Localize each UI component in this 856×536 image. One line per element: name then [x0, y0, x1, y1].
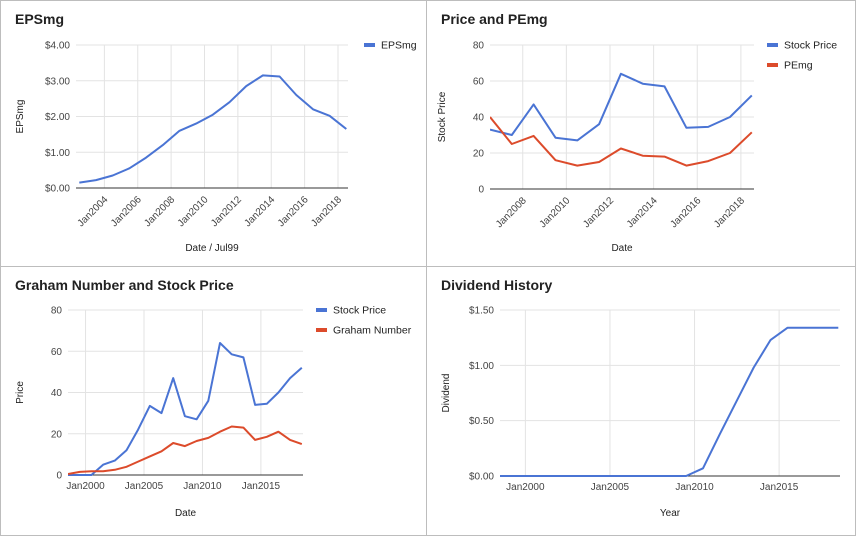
x-tick-label: Jan2012: [581, 195, 616, 230]
y-tick-label: 0: [56, 471, 62, 482]
series-line: [68, 425, 303, 475]
y-tick-label: 20: [51, 429, 63, 440]
x-tick-label: Jan2015: [760, 482, 799, 493]
x-axis-label: Date: [611, 243, 633, 254]
price-pemg-chart-panel: Price and PEmg Jan2008 Jan2010 Jan2012 Jan2…: [426, 0, 856, 268]
legend-swatch: [364, 43, 375, 47]
chart-title: Price and PEmg: [441, 11, 548, 27]
x-tick-label: Jan2000: [506, 482, 545, 493]
x-tick-label: Jan2008: [142, 194, 177, 229]
series-line: [500, 326, 839, 477]
x-tick-label: Jan2010: [675, 482, 714, 493]
legend-entry: Stock Price: [333, 305, 386, 317]
chart-title: EPSmg: [15, 11, 65, 27]
y-tick-label: $1.50: [469, 306, 494, 317]
legend-swatch: [316, 308, 327, 312]
y-tick-label: $0.00: [469, 472, 494, 483]
legend-swatch: [767, 63, 778, 67]
x-tick-label: Jan2015: [242, 481, 281, 492]
y-tick-label: 40: [51, 388, 63, 399]
legend-entry: Graham Number: [333, 325, 412, 337]
y-tick-label: $3.00: [45, 76, 70, 87]
price-pemg-chart-svg: Jan2008 Jan2010 Jan2012 Jan2014 Jan2016 Jan20…: [437, 40, 837, 255]
x-tick-label: Jan2014: [625, 195, 660, 230]
series-line: [490, 72, 753, 142]
x-tick-label: Jan2005: [591, 482, 630, 493]
x-tick-label: Jan2000: [66, 481, 105, 492]
dividend-chart-svg: Jan2000 Jan2005 Jan2010 Jan2015 $0.00 $0.50 $1…: [441, 306, 840, 519]
y-tick-label: 60: [51, 347, 63, 358]
y-axis-label: Price: [15, 381, 26, 404]
x-tick-label: Jan2008: [494, 195, 529, 230]
x-axis-label: Year: [660, 508, 681, 519]
graham-chart-svg: Jan2000 Jan2005 Jan2010 Jan2015 0 20 40 60 80 Dat…: [15, 305, 412, 520]
legend-swatch: [767, 43, 778, 47]
x-tick-label: Jan2018: [309, 194, 344, 229]
legend-entry: PEmg: [784, 60, 813, 72]
x-tick-label: Jan2018: [712, 195, 747, 230]
x-tick-label: Jan2016: [668, 195, 703, 230]
eps-chart-panel: EPSmg Jan2004 Jan2006 Jan2008 Jan2010 Jan201…: [0, 0, 428, 268]
y-axis-label: Dividend: [441, 374, 452, 413]
y-axis-label: Stock Price: [437, 91, 448, 142]
chart-title: Dividend History: [441, 277, 553, 293]
series-line: [490, 116, 753, 167]
x-tick-label: Jan2010: [183, 481, 222, 492]
y-tick-label: 40: [473, 113, 485, 124]
x-tick-label: Jan2004: [76, 194, 111, 229]
y-tick-label: 20: [473, 149, 485, 160]
chart-title: Graham Number and Stock Price: [15, 277, 234, 293]
y-tick-label: 80: [473, 41, 485, 52]
y-tick-label: $1.00: [469, 361, 494, 372]
x-tick-label: Jan2005: [125, 481, 164, 492]
y-tick-label: $2.00: [45, 112, 70, 123]
dividend-chart-panel: Dividend History Jan2000 Jan2005 Jan2010 Ja…: [426, 266, 856, 536]
x-tick-label: Jan2010: [538, 195, 573, 230]
y-axis-label: EPSmg: [15, 100, 26, 134]
x-tick-label: Jan2012: [209, 194, 244, 229]
y-tick-label: $0.00: [45, 184, 70, 195]
y-tick-label: $4.00: [45, 41, 70, 52]
y-tick-label: $0.50: [469, 416, 494, 427]
y-tick-label: $1.00: [45, 148, 70, 159]
y-tick-label: 0: [478, 185, 484, 196]
series-line: [79, 74, 347, 184]
x-axis-label: Date / Jul99: [185, 243, 239, 254]
x-tick-label: Jan2016: [276, 194, 311, 229]
series-line: [68, 342, 303, 476]
legend-entry: EPSmg: [381, 40, 417, 52]
graham-chart-panel: Graham Number and Stock Price Jan2000 Jan…: [0, 266, 428, 536]
x-axis-label: Date: [175, 508, 197, 519]
x-tick-label: Jan2010: [176, 194, 211, 229]
x-tick-label: Jan2006: [109, 194, 144, 229]
eps-chart-svg: Jan2004Jan2006Jan2008Jan2010Jan2012Jan20…: [15, 40, 417, 255]
y-tick-label: 60: [473, 77, 485, 88]
y-tick-label: 80: [51, 306, 63, 317]
legend-swatch: [316, 328, 327, 332]
x-tick-label: Jan2014: [242, 194, 277, 229]
legend-entry: Stock Price: [784, 40, 837, 52]
